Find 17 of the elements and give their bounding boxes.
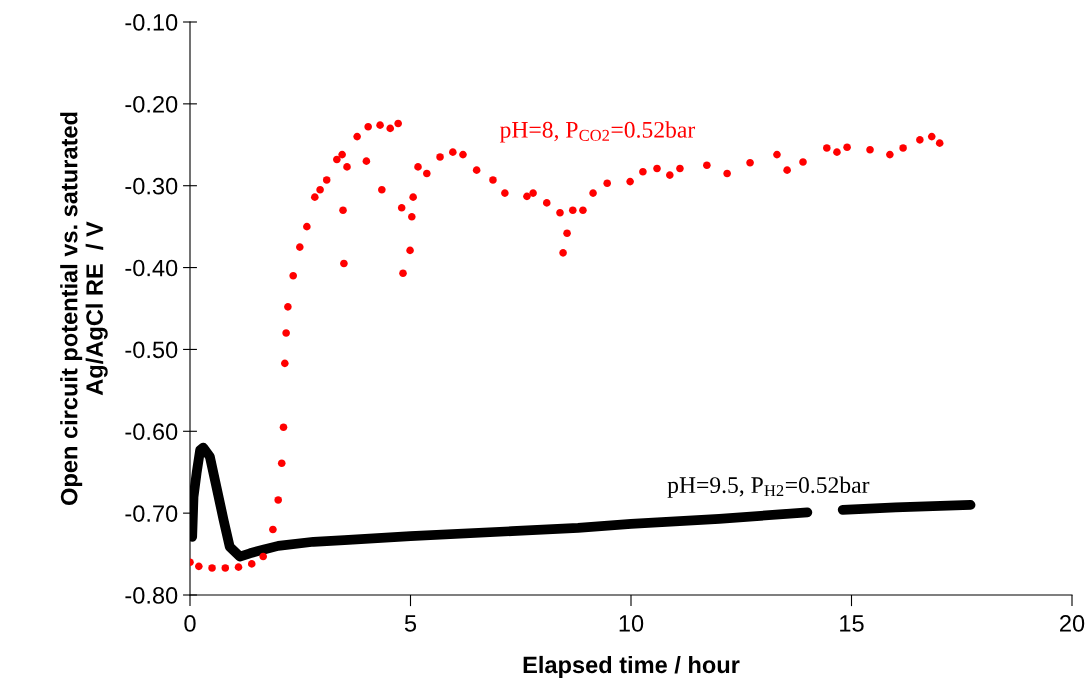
series-label: pH=8, P$_{CO2}$=0.52bar	[499, 121, 696, 143]
y-tick-label: -0.30	[125, 177, 178, 195]
y-tick-label: -0.50	[125, 341, 178, 359]
y-tick-label: -0.10	[125, 14, 178, 31]
y-tick-label: -0.20	[125, 95, 178, 113]
x-tick-label: 10	[619, 615, 644, 632]
y-tick-label: -0.40	[125, 259, 178, 277]
x-tick-label: 20	[1060, 615, 1085, 632]
series-label: pH=9.5, P$_{H2}$=0.52bar	[667, 476, 870, 498]
x-tick-label: 5	[404, 615, 417, 632]
y-tick-label: -0.70	[125, 505, 178, 522]
x-tick-label: 15	[840, 615, 864, 632]
y-tick-label: -0.80	[125, 587, 178, 604]
x-axis-title: Elapsed time / hour	[523, 655, 740, 678]
y-axis-title: Open circuit potential vs. saturated Ag/AgCl RE / V	[60, 112, 108, 505]
x-tick-label: 0	[184, 615, 196, 632]
y-tick-label: -0.60	[125, 423, 178, 441]
